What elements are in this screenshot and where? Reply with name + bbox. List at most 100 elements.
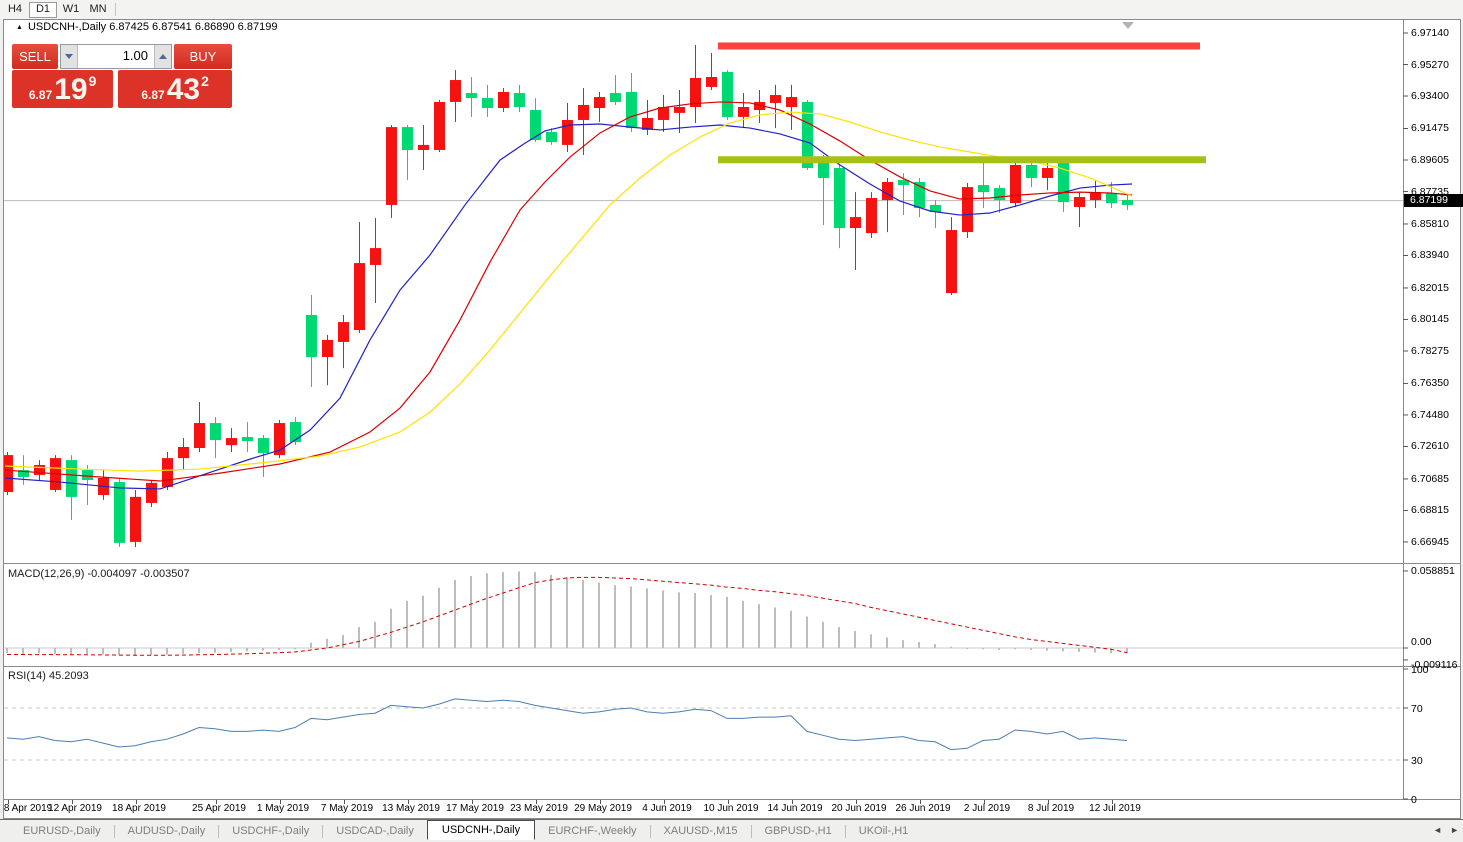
sell-button[interactable]: SELL [12, 44, 58, 69]
candle-body [738, 106, 749, 117]
macd-histogram-bar [102, 648, 104, 655]
macd-histogram-bar [454, 579, 456, 648]
macd-histogram-bar [1126, 648, 1128, 654]
candle-body [18, 470, 29, 477]
date-tick-label: 18 Apr 2019 [112, 803, 166, 814]
chart-tab-usdchf[interactable]: USDCHF-,Daily [232, 825, 310, 837]
macd-histogram-bar [966, 648, 968, 649]
candle-body [530, 110, 541, 141]
rsi-tick-label: 70 [1411, 703, 1423, 715]
candle-body [1122, 200, 1133, 205]
candle-body [914, 182, 925, 208]
macd-histogram-bar [1046, 648, 1048, 651]
candle-body [578, 104, 589, 120]
buy-button[interactable]: BUY [174, 44, 232, 69]
sell-price-box[interactable]: 6.87 19 9 [12, 70, 114, 108]
macd-tick-label: 0.058851 [1411, 564, 1455, 577]
chart-tab-ukoil[interactable]: UKOil-,H1 [858, 825, 909, 837]
macd-histogram-bar [214, 648, 216, 653]
macd-histogram-bar [294, 648, 296, 650]
time-axis[interactable]: 8 Apr 2019 12 Apr 2019 18 Apr 2019 25 Apr 2… [3, 800, 1403, 818]
timeframe-button-h4[interactable]: H4 [7, 3, 23, 15]
date-tick-label: 12 Apr 2019 [48, 803, 102, 814]
timeframe-button-w1[interactable]: W1 [62, 3, 80, 15]
candle-body [642, 117, 653, 130]
resistance-line[interactable] [718, 42, 1200, 50]
macd-histogram-bar [822, 621, 824, 648]
candle-body [754, 101, 765, 111]
candle-body [626, 91, 637, 129]
macd-histogram-bar [86, 648, 88, 654]
macd-histogram-bar [742, 600, 744, 648]
support-line[interactable] [718, 156, 1206, 164]
macd-histogram-bar [582, 579, 584, 648]
tab-separator [218, 824, 220, 838]
macd-histogram-bar [614, 585, 616, 648]
chart-tab-audusd[interactable]: AUDUSD-,Daily [127, 825, 206, 837]
candle-body [434, 101, 445, 150]
volume-input[interactable]: 1.00 [78, 45, 154, 68]
macd-histogram-bar [150, 648, 152, 656]
candle-body [34, 465, 45, 475]
macd-histogram-bar [758, 604, 760, 648]
timeframe-button-mn[interactable]: MN [89, 3, 107, 15]
chart-tab-xauusd[interactable]: XAUUSD-,M15 [663, 825, 738, 837]
macd-histogram-bar [166, 648, 168, 655]
macd-histogram-bar [358, 627, 360, 648]
ma-mid-red [4, 101, 1133, 482]
macd-histogram-bar [1062, 648, 1064, 652]
candle-body [1010, 164, 1021, 204]
candle-body [962, 187, 973, 233]
candle-body [658, 106, 669, 120]
candle-body [722, 71, 733, 117]
chart-tab-usdcnh[interactable]: USDCNH-,Daily [426, 820, 536, 840]
chart-tab-eurusd[interactable]: EURUSD-,Daily [23, 825, 101, 837]
candle-body [146, 482, 157, 503]
volume-increase-button[interactable] [154, 45, 171, 68]
tab-scroll-nav: ◄ ► [1433, 825, 1459, 835]
rsi-indicator-label: RSI(14) 45.2093 [8, 670, 89, 682]
chart-tab-eurchf[interactable]: EURCHF-,Weekly [548, 825, 637, 837]
macd-histogram-bar [662, 590, 664, 648]
macd-histogram-bar [470, 576, 472, 648]
candle-body [322, 339, 333, 357]
scroll-tabs-right-button[interactable]: ► [1450, 825, 1459, 835]
macd-histogram-bar [22, 648, 24, 654]
candle-body [258, 438, 269, 454]
macd-histogram-bar [918, 642, 920, 648]
candle-body [450, 80, 461, 102]
price-tick-label: 6.93400 [1411, 90, 1449, 103]
rsi-line [6, 698, 1128, 751]
date-tick-label: 8 Apr 2019 [3, 803, 53, 814]
date-tick-label: 7 May 2019 [320, 803, 374, 814]
price-axis[interactable]: 6.97140 6.95270 6.93400 6.91475 6.89605 6.877… [1404, 19, 1463, 819]
collapse-triangle-icon[interactable]: ▲ [16, 23, 23, 31]
date-tick-label: 4 Jun 2019 [642, 803, 692, 814]
candle-body [562, 119, 573, 145]
macd-histogram-bar [886, 637, 888, 648]
date-tick-label: 12 Jul 2019 [1089, 803, 1141, 814]
macd-histogram-bar [870, 634, 872, 648]
sell-price-big: 19 [54, 73, 88, 106]
price-tick-label: 6.80145 [1411, 313, 1449, 326]
timeframe-toolbar: H4 D1 W1 MN [0, 0, 1463, 19]
candle-body [66, 460, 77, 497]
macd-histogram-bar [502, 572, 504, 648]
chevron-down-icon [65, 54, 73, 59]
price-tick-label: 6.89605 [1411, 154, 1449, 166]
buy-price-box[interactable]: 6.87 43 2 [118, 70, 232, 108]
toolbar-separator [115, 3, 116, 16]
macd-panel [4, 571, 1403, 656]
scroll-tabs-left-button[interactable]: ◄ [1433, 825, 1443, 835]
macd-indicator-label: MACD(12,26,9) -0.004097 -0.003507 [8, 568, 190, 580]
volume-decrease-button[interactable] [61, 45, 78, 68]
candle-body [898, 179, 909, 186]
chart-tab-gbpusd[interactable]: GBPUSD-,H1 [764, 825, 832, 837]
candle-body [482, 98, 493, 109]
chart-tab-usdcad[interactable]: USDCAD-,Daily [336, 825, 414, 837]
timeframe-button-d1[interactable]: D1 [29, 1, 57, 18]
candle-body [610, 93, 621, 102]
chart-shift-marker-icon[interactable] [1122, 22, 1134, 29]
macd-histogram-bar [934, 644, 936, 648]
